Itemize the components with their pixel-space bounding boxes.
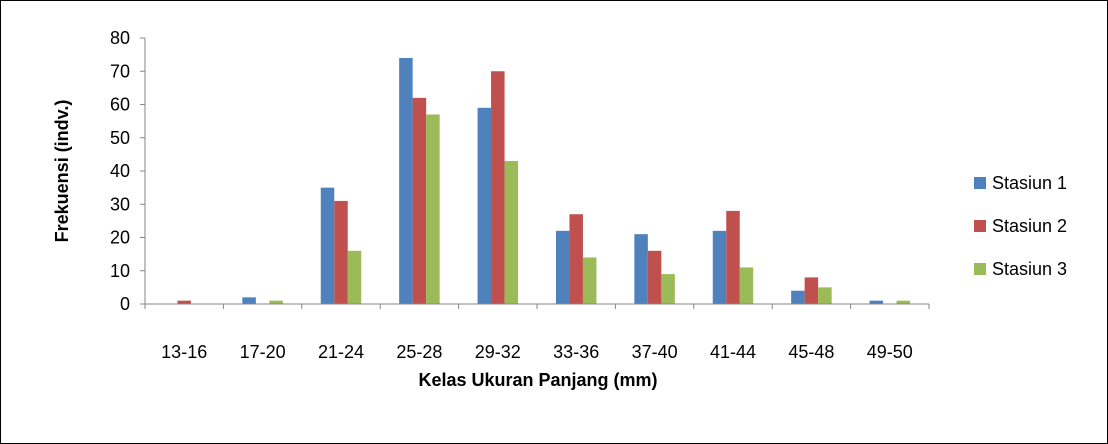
bar-stasiun-3-45-48 (818, 287, 832, 304)
legend-swatch (974, 263, 986, 275)
bar-stasiun-2-13-16 (177, 300, 191, 304)
x-tick-label: 25-28 (396, 342, 442, 362)
bar-stasiun-1-17-20 (242, 297, 256, 304)
x-tick-label: 33-36 (553, 342, 599, 362)
y-axis-title: Frekuensi (indv.) (52, 100, 72, 243)
x-tick-label: 13-16 (161, 342, 207, 362)
bar-stasiun-3-21-24 (347, 250, 362, 304)
legend-label: Stasiun 2 (992, 216, 1067, 236)
x-tick-label: 29-32 (475, 342, 521, 362)
bar-stasiun-1-25-28 (399, 57, 413, 305)
bar-stasiun-3-33-36 (582, 257, 597, 304)
bar-stasiun-1-21-24 (320, 187, 335, 304)
bar-stasiun-2-33-36 (569, 214, 583, 304)
bar-stasiun-3-49-50 (896, 300, 911, 304)
bar-stasiun-2-21-24 (334, 200, 348, 304)
x-axis-title: Kelas Ukuran Panjang (mm) (418, 370, 657, 390)
bar-stasiun-2-41-44 (726, 210, 740, 304)
bar-stasiun-1-45-48 (791, 290, 805, 304)
x-tick-label: 41-44 (710, 342, 756, 362)
labels-layer: 0 10 20 30 40 50 60 70 80 13-16 17-20 21-24 25-28 29-… (110, 28, 913, 362)
legend-swatch (974, 177, 986, 189)
x-tick-label: 45-48 (788, 342, 834, 362)
y-tick-label: 40 (110, 161, 130, 181)
ticks-layer (140, 37, 930, 309)
y-tick-label: 70 (110, 61, 130, 81)
legend-label: Stasiun 1 (992, 173, 1067, 193)
bar-stasiun-1-29-32 (477, 107, 492, 304)
bars-layer (177, 57, 911, 305)
y-tick-label: 60 (110, 95, 130, 115)
bar-stasiun-2-37-40 (647, 250, 662, 304)
legend-label: Stasiun 3 (992, 259, 1067, 279)
bar-stasiun-3-25-28 (426, 114, 440, 304)
bar-stasiun-3-29-32 (504, 161, 519, 304)
x-tick-label: 17-20 (240, 342, 286, 362)
bar-stasiun-3-37-40 (661, 274, 675, 304)
bar-stasiun-2-45-48 (804, 277, 819, 304)
bar-stasiun-3-41-44 (739, 267, 754, 304)
legend-swatch (974, 220, 986, 232)
y-tick-label: 50 (110, 128, 130, 148)
bar-stasiun-1-49-50 (869, 300, 884, 304)
bar-stasiun-2-29-32 (491, 71, 505, 304)
bar-stasiun-2-25-28 (412, 97, 427, 304)
legend: Stasiun 1 Stasiun 2 Stasiun 3 (974, 173, 1067, 279)
y-tick-label: 10 (110, 261, 130, 281)
y-tick-label: 30 (110, 194, 130, 214)
x-tick-label: 37-40 (632, 342, 678, 362)
x-tick-label: 49-50 (867, 342, 913, 362)
y-tick-label: 0 (120, 294, 130, 314)
y-tick-label: 80 (110, 28, 130, 48)
bar-stasiun-1-37-40 (634, 234, 648, 304)
bar-stasiun-1-41-44 (712, 230, 727, 304)
bar-stasiun-3-17-20 (269, 300, 283, 304)
bar-stasiun-1-33-36 (555, 230, 570, 304)
axes-layer (144, 38, 929, 305)
y-tick-label: 20 (110, 228, 130, 248)
x-tick-label: 21-24 (318, 342, 364, 362)
